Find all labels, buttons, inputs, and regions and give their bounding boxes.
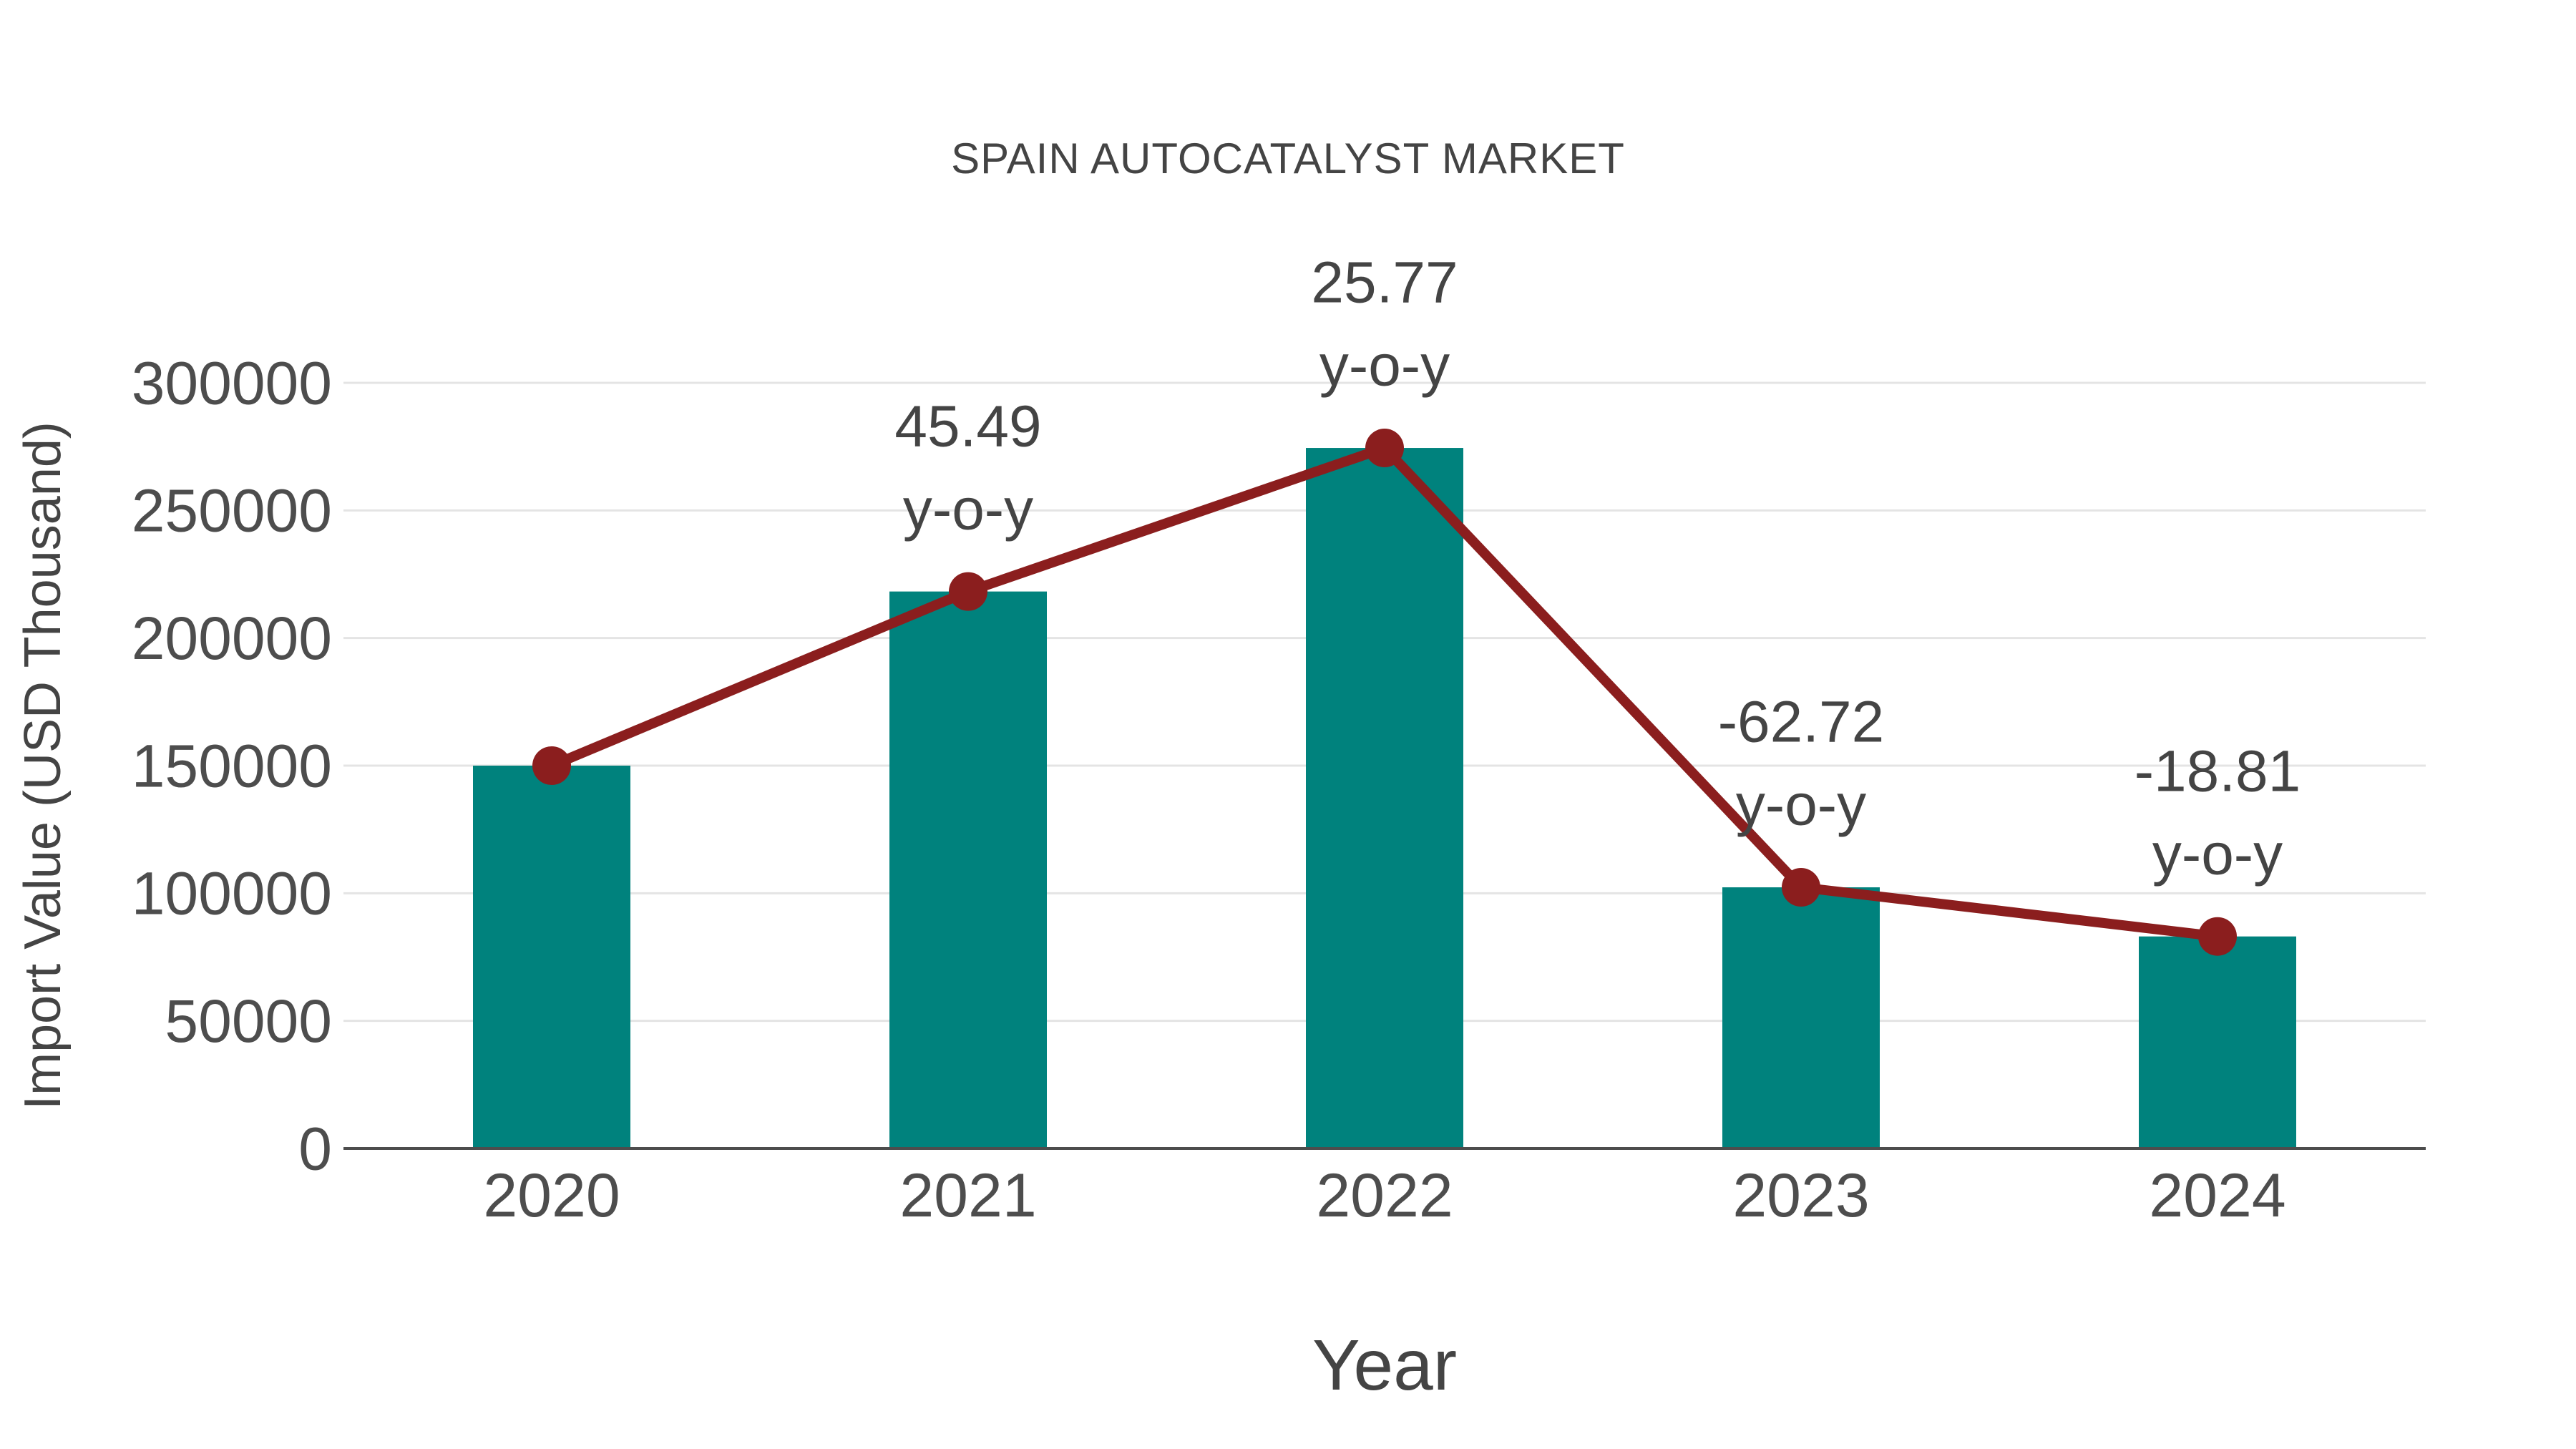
marker-2021 (949, 572, 987, 611)
annotation-2023-unit: y-o-y (1736, 773, 1866, 838)
bar-2022 (1306, 448, 1463, 1148)
y-tick-300000: 300000 (132, 349, 332, 416)
y-tick-100000: 100000 (132, 860, 332, 927)
trend-line-layer (532, 429, 2237, 956)
marker-2024 (2198, 917, 2237, 956)
x-axis-tick-labels: 2020 2021 2022 2023 2024 (483, 1161, 2285, 1230)
y-tick-150000: 150000 (132, 732, 332, 799)
annotations-layer: 45.49 y-o-y 25.77 y-o-y -62.72 y-o-y -18.81 y-o… (894, 250, 2301, 887)
bar-2023 (1722, 887, 1880, 1148)
bars-layer (473, 448, 2296, 1148)
annotation-2024-unit: y-o-y (2152, 821, 2283, 887)
marker-2022 (1365, 429, 1404, 468)
x-axis-title: Year (1312, 1325, 1457, 1405)
marker-2023 (1782, 868, 1820, 907)
annotation-2021-unit: y-o-y (903, 477, 1033, 542)
annotation-2024-value: -18.81 (2135, 738, 2301, 804)
annotation-2022-unit: y-o-y (1319, 333, 1450, 399)
x-tick-2023: 2023 (1732, 1161, 1869, 1230)
x-tick-2020: 2020 (483, 1161, 620, 1230)
x-tick-2022: 2022 (1316, 1161, 1453, 1230)
marker-2020 (532, 746, 571, 785)
annotation-2023-value: -62.72 (1718, 690, 1885, 755)
y-tick-200000: 200000 (132, 605, 332, 672)
y-tick-0: 0 (298, 1115, 332, 1182)
y-tick-50000: 50000 (165, 987, 332, 1055)
chart-title: SPAIN AUTOCATALYST MARKET (951, 135, 1625, 182)
bar-2021 (889, 591, 1047, 1148)
bar-2020 (473, 766, 630, 1148)
annotation-2021-value: 45.49 (894, 394, 1041, 459)
y-axis-tick-labels: 0 50000 100000 150000 200000 250000 300000 (132, 349, 332, 1182)
annotation-2022-value: 25.77 (1311, 250, 1458, 316)
bar-2024 (2139, 936, 2296, 1148)
x-tick-2021: 2021 (899, 1161, 1036, 1230)
y-tick-250000: 250000 (132, 477, 332, 545)
x-tick-2024: 2024 (2149, 1161, 2285, 1230)
y-axis-title: Import Value (USD Thousand) (14, 421, 72, 1110)
